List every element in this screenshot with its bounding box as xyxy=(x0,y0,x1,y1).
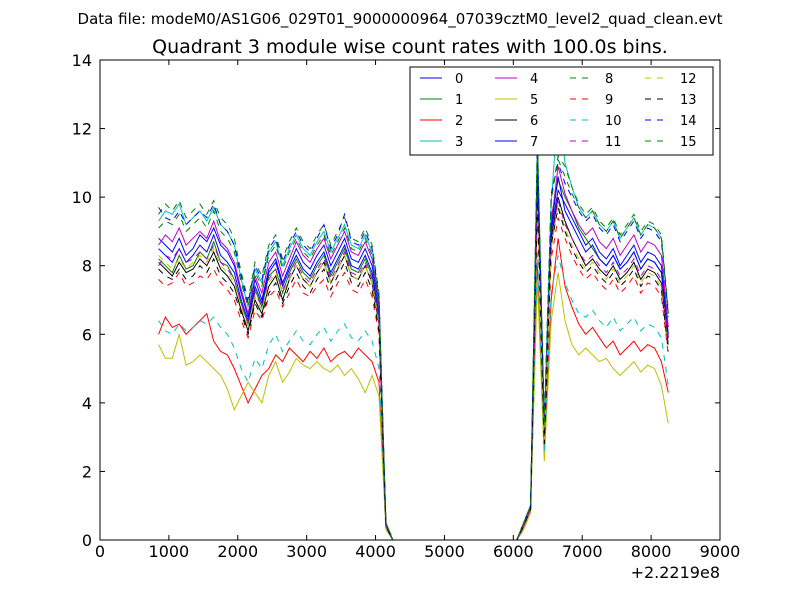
x-tick-label: 6000 xyxy=(493,542,534,561)
legend-label-8: 8 xyxy=(605,72,613,87)
plot-frame xyxy=(99,59,721,541)
series-line-4 xyxy=(158,166,669,541)
series-line-1 xyxy=(158,162,669,541)
chart-title: Quadrant 3 module wise count rates with … xyxy=(152,36,668,58)
legend-label-10: 10 xyxy=(605,114,622,129)
y-tick-label: 10 xyxy=(72,188,92,207)
series-line-14 xyxy=(158,142,669,541)
series-layer xyxy=(158,104,669,541)
legend-label-9: 9 xyxy=(605,93,613,108)
x-tick-label: 2000 xyxy=(217,542,258,561)
legend-label-3: 3 xyxy=(455,135,463,150)
legend-label-6: 6 xyxy=(530,114,538,129)
legend-label-0: 0 xyxy=(455,72,463,87)
x-tick-label: 7000 xyxy=(562,542,603,561)
series-line-8 xyxy=(158,145,669,541)
x-tick-label: 8000 xyxy=(631,542,672,561)
legend-label-4: 4 xyxy=(530,72,538,87)
y-tick-label: 4 xyxy=(82,394,92,413)
series-line-5 xyxy=(158,272,669,541)
x-tick-label: 3000 xyxy=(286,542,327,561)
series-line-15 xyxy=(158,131,669,541)
series-line-10 xyxy=(158,251,669,541)
series-line-13 xyxy=(158,200,669,541)
legend-label-11: 11 xyxy=(605,135,622,150)
tick-layer: 0 1000 2000 3000 4000 5000 6000 7000 8000 9000 0 2 4… xyxy=(72,51,741,561)
x-tick-label: 4000 xyxy=(355,542,396,561)
series-line-9 xyxy=(158,210,669,541)
x-tick-label: 1000 xyxy=(149,542,190,561)
x-tick-label: 5000 xyxy=(424,542,465,561)
y-tick-label: 12 xyxy=(72,120,92,139)
legend-label-14: 14 xyxy=(680,114,697,129)
series-line-3 xyxy=(158,104,669,541)
y-tick-label: 14 xyxy=(72,51,92,70)
legend-label-13: 13 xyxy=(680,93,697,108)
legend-label-12: 12 xyxy=(680,72,697,87)
x-tick-label: 9000 xyxy=(700,542,741,561)
legend-box xyxy=(409,66,714,156)
y-tick-label: 2 xyxy=(82,462,92,481)
x-offset-label: +2.2219e8 xyxy=(631,563,720,582)
legend-label-15: 15 xyxy=(680,135,697,150)
chart-suptitle: Data file: modeM0/AS1G06_029T01_90000009… xyxy=(78,10,723,29)
y-tick-label: 0 xyxy=(82,531,92,550)
series-line-12 xyxy=(158,203,669,541)
x-tick-label: 0 xyxy=(95,542,105,561)
legend-label-2: 2 xyxy=(455,114,463,129)
y-tick-label: 6 xyxy=(82,325,92,344)
legend-label-5: 5 xyxy=(530,93,538,108)
legend-label-7: 7 xyxy=(530,135,538,150)
series-line-0 xyxy=(158,179,669,541)
y-tick-label: 8 xyxy=(82,257,92,276)
legend-label-1: 1 xyxy=(455,93,463,108)
